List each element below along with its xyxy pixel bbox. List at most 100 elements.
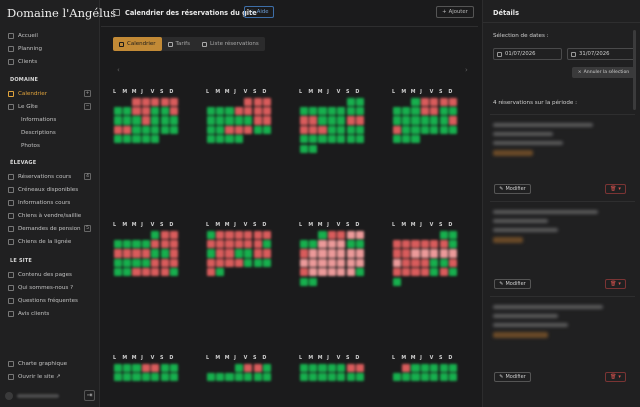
day-cell[interactable] <box>327 363 336 372</box>
day-cell[interactable] <box>430 106 439 116</box>
day-cell[interactable] <box>420 116 429 125</box>
day-cell[interactable] <box>206 268 215 277</box>
sidebar-item-accueil[interactable]: Accueil <box>5 30 94 41</box>
day-cell[interactable] <box>160 97 169 106</box>
day-cell[interactable] <box>122 125 132 134</box>
day-cell[interactable] <box>318 249 327 258</box>
day-cell[interactable] <box>253 97 262 106</box>
day-cell[interactable] <box>234 116 243 125</box>
day-cell[interactable] <box>448 249 458 258</box>
day-cell[interactable] <box>253 258 262 267</box>
day-cell[interactable] <box>318 268 327 277</box>
day-cell[interactable] <box>113 249 122 258</box>
tab-tarifs[interactable]: Tarifs <box>162 37 196 51</box>
day-cell[interactable] <box>420 125 429 134</box>
sidebar-item-charte-graphique[interactable]: Charte graphique <box>5 358 94 369</box>
modify-button[interactable]: ✎ Modifier <box>494 279 531 289</box>
day-cell[interactable] <box>262 97 272 106</box>
day-cell[interactable] <box>448 125 458 134</box>
day-cell[interactable] <box>439 249 448 258</box>
day-cell[interactable] <box>439 258 448 267</box>
day-cell[interactable] <box>392 249 401 258</box>
day-cell[interactable] <box>262 372 272 382</box>
day-cell[interactable] <box>113 125 122 134</box>
day-cell[interactable] <box>411 268 420 277</box>
day-cell[interactable] <box>206 249 215 258</box>
day-cell[interactable] <box>346 239 355 249</box>
day-cell[interactable] <box>215 230 225 239</box>
day-cell[interactable] <box>337 125 346 134</box>
day-cell[interactable] <box>439 116 448 125</box>
day-cell[interactable] <box>132 268 141 277</box>
day-cell[interactable] <box>318 239 327 249</box>
day-cell[interactable] <box>132 249 141 258</box>
day-cell[interactable] <box>355 268 365 277</box>
day-cell[interactable] <box>420 372 429 382</box>
day-cell[interactable] <box>308 239 318 249</box>
cancel-selection-button[interactable]: × Annuler la sélection <box>572 67 635 78</box>
day-cell[interactable] <box>420 268 429 277</box>
day-cell[interactable] <box>299 116 308 125</box>
day-cell[interactable] <box>346 125 355 134</box>
day-cell[interactable] <box>318 230 327 239</box>
day-cell[interactable] <box>160 268 169 277</box>
day-cell[interactable] <box>169 116 179 125</box>
sidebar-item-creneaux[interactable]: Créneaux disponibles <box>5 184 94 195</box>
day-cell[interactable] <box>355 106 365 116</box>
day-cell[interactable] <box>169 249 179 258</box>
help-button[interactable]: ⓘ Aide <box>244 6 274 18</box>
day-cell[interactable] <box>430 97 439 106</box>
logout-icon[interactable]: ⇥ <box>84 390 95 401</box>
day-cell[interactable] <box>151 135 160 144</box>
day-cell[interactable] <box>244 97 253 106</box>
day-cell[interactable] <box>420 97 429 106</box>
day-cell[interactable] <box>337 258 346 267</box>
day-cell[interactable] <box>141 106 150 116</box>
day-cell[interactable] <box>420 239 429 249</box>
day-cell[interactable] <box>430 249 439 258</box>
sidebar-item-demandes-pension[interactable]: Demandes de pension 5 <box>5 223 94 234</box>
day-cell[interactable] <box>169 363 179 372</box>
day-cell[interactable] <box>132 363 141 372</box>
day-cell[interactable] <box>225 239 234 249</box>
day-cell[interactable] <box>225 372 234 382</box>
day-cell[interactable] <box>206 125 215 134</box>
sidebar-item-contenu-pages[interactable]: Contenu des pages <box>5 269 94 280</box>
day-cell[interactable] <box>234 125 243 134</box>
day-cell[interactable] <box>327 230 336 239</box>
day-cell[interactable] <box>215 249 225 258</box>
day-cell[interactable] <box>308 106 318 116</box>
day-cell[interactable] <box>169 258 179 267</box>
day-cell[interactable] <box>337 116 346 125</box>
day-cell[interactable] <box>132 116 141 125</box>
day-cell[interactable] <box>411 116 420 125</box>
day-cell[interactable] <box>253 372 262 382</box>
day-cell[interactable] <box>122 258 132 267</box>
day-cell[interactable] <box>160 106 169 116</box>
day-cell[interactable] <box>392 125 401 134</box>
day-cell[interactable] <box>346 268 355 277</box>
day-cell[interactable] <box>244 258 253 267</box>
modify-button[interactable]: ✎ Modifier <box>494 372 531 382</box>
day-cell[interactable] <box>151 116 160 125</box>
day-cell[interactable] <box>234 372 243 382</box>
day-cell[interactable] <box>215 125 225 134</box>
day-cell[interactable] <box>225 230 234 239</box>
day-cell[interactable] <box>122 106 132 116</box>
day-cell[interactable] <box>420 106 429 116</box>
day-cell[interactable] <box>392 239 401 249</box>
day-cell[interactable] <box>401 258 411 267</box>
day-cell[interactable] <box>337 135 346 144</box>
day-cell[interactable] <box>299 258 308 267</box>
day-cell[interactable] <box>160 372 169 382</box>
day-cell[interactable] <box>448 97 458 106</box>
day-cell[interactable] <box>253 230 262 239</box>
day-cell[interactable] <box>113 135 122 144</box>
day-cell[interactable] <box>448 116 458 125</box>
day-cell[interactable] <box>215 268 225 277</box>
day-cell[interactable] <box>262 125 272 134</box>
day-cell[interactable] <box>234 363 243 372</box>
day-cell[interactable] <box>327 125 336 134</box>
day-cell[interactable] <box>308 363 318 372</box>
day-cell[interactable] <box>225 116 234 125</box>
